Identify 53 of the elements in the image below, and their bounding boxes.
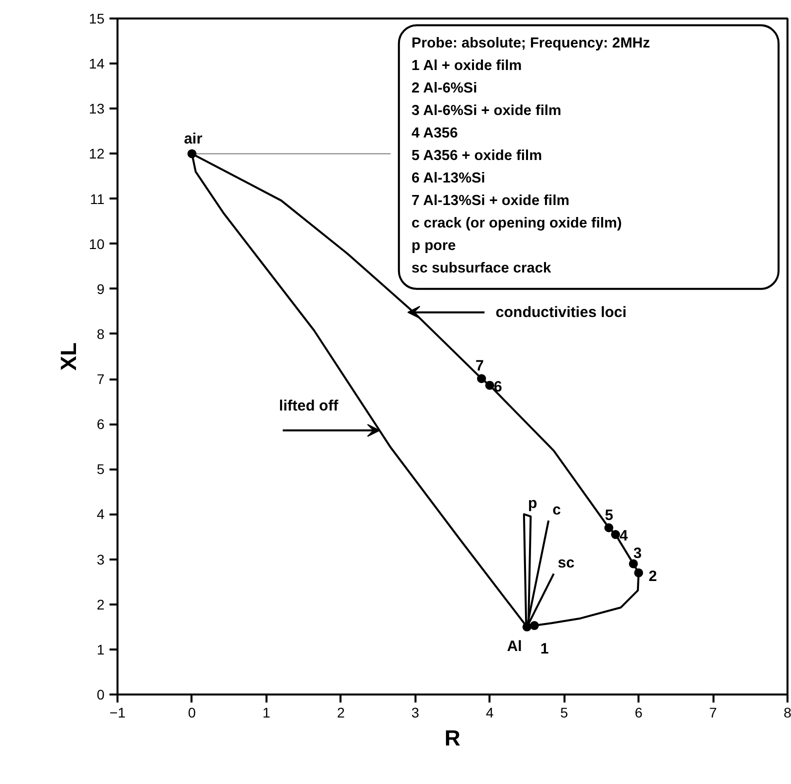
- annotation: lifted off: [279, 398, 340, 415]
- x-tick-label: 7: [709, 704, 718, 720]
- annotation: Probe: absolute; Frequency: 2MHz: [412, 35, 650, 52]
- annotation: 7: [476, 358, 484, 375]
- series-label: c: [552, 502, 561, 519]
- annotation: 7 Al-13%Si + oxide film: [412, 193, 570, 210]
- x-tick-label: 5: [560, 704, 568, 720]
- annotation: air: [184, 130, 202, 148]
- x-tick-label: 4: [486, 704, 494, 720]
- annotation: 1 Al + oxide film: [412, 58, 522, 74]
- y-tick-label: 4: [96, 506, 105, 522]
- y-tick-label: 8: [96, 326, 105, 342]
- x-tick-label: −1: [110, 704, 126, 720]
- y-tick-label: 9: [96, 280, 105, 297]
- y-tick-label: 15: [88, 10, 105, 26]
- annotation: 3 Al-6%Si + oxide film: [412, 102, 562, 119]
- y-tick-label: 0: [96, 686, 105, 702]
- annotation: 1: [540, 640, 549, 658]
- annotation: 2 Al-6%Si: [412, 80, 478, 96]
- annotation: p pore: [412, 238, 456, 254]
- x-tick-label: 2: [336, 704, 345, 720]
- y-tick-label: 12: [88, 146, 105, 162]
- annotation: 6 Al-13%Si: [412, 170, 486, 186]
- annotation: c crack (or opening oxide film): [412, 216, 622, 232]
- x-tick-label: 3: [411, 704, 420, 720]
- annotation: 5: [604, 506, 614, 524]
- annotation: 2: [648, 568, 657, 585]
- y-axis-title: XL: [56, 342, 81, 371]
- y-tick-label: 5: [96, 461, 105, 478]
- y-tick-label: 6: [96, 416, 105, 432]
- annotation: 3: [633, 544, 642, 562]
- y-tick-label: 2: [96, 596, 105, 612]
- y-tick-label: 1: [96, 641, 105, 658]
- y-tick-label: 10: [88, 236, 105, 252]
- annotation: sc subsurface crack: [412, 260, 552, 277]
- x-tick-label: 0: [188, 704, 196, 720]
- y-tick-label: 14: [88, 56, 105, 72]
- x-tick-label: 1: [262, 704, 270, 720]
- series-label: p: [528, 495, 538, 512]
- x-axis-title: R: [444, 726, 461, 750]
- annotation: 4 A356: [412, 125, 458, 142]
- x-tick-label: 8: [784, 704, 791, 720]
- y-tick-label: 7: [96, 371, 105, 388]
- y-tick-label: 13: [88, 100, 105, 117]
- y-tick-label: 3: [96, 551, 105, 568]
- annotation: 4: [620, 528, 629, 545]
- y-tick-label: 11: [90, 190, 105, 207]
- x-tick-label: 6: [634, 704, 643, 720]
- annotation: 5 A356 + oxide film: [412, 148, 542, 164]
- series-label: sc: [558, 554, 574, 572]
- annotation: 6: [494, 378, 502, 396]
- annotation: Al: [506, 638, 522, 655]
- annotation: conductivities loci: [496, 304, 627, 321]
